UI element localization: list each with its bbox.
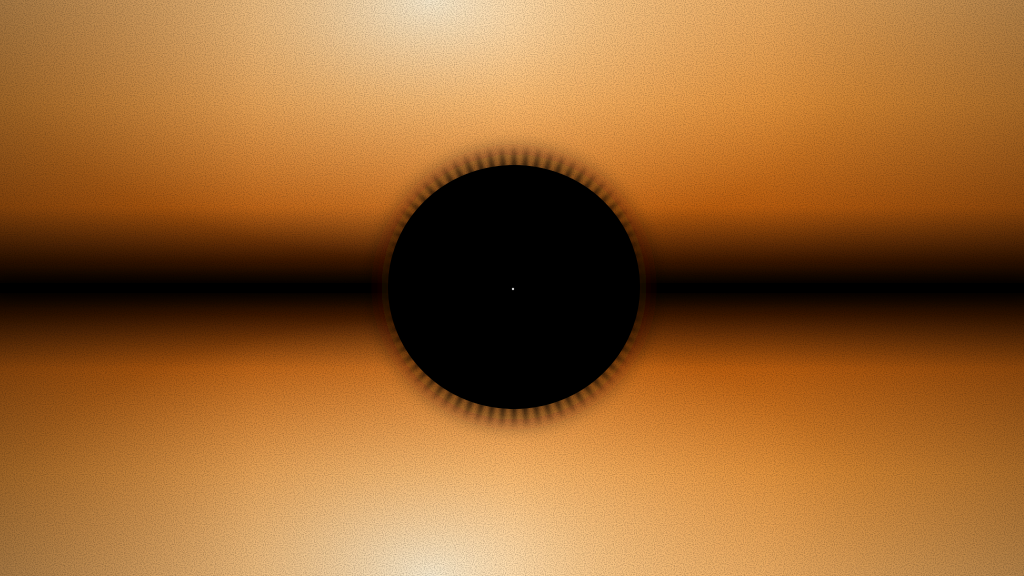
center-dot	[511, 287, 515, 291]
black-sphere	[388, 165, 640, 409]
